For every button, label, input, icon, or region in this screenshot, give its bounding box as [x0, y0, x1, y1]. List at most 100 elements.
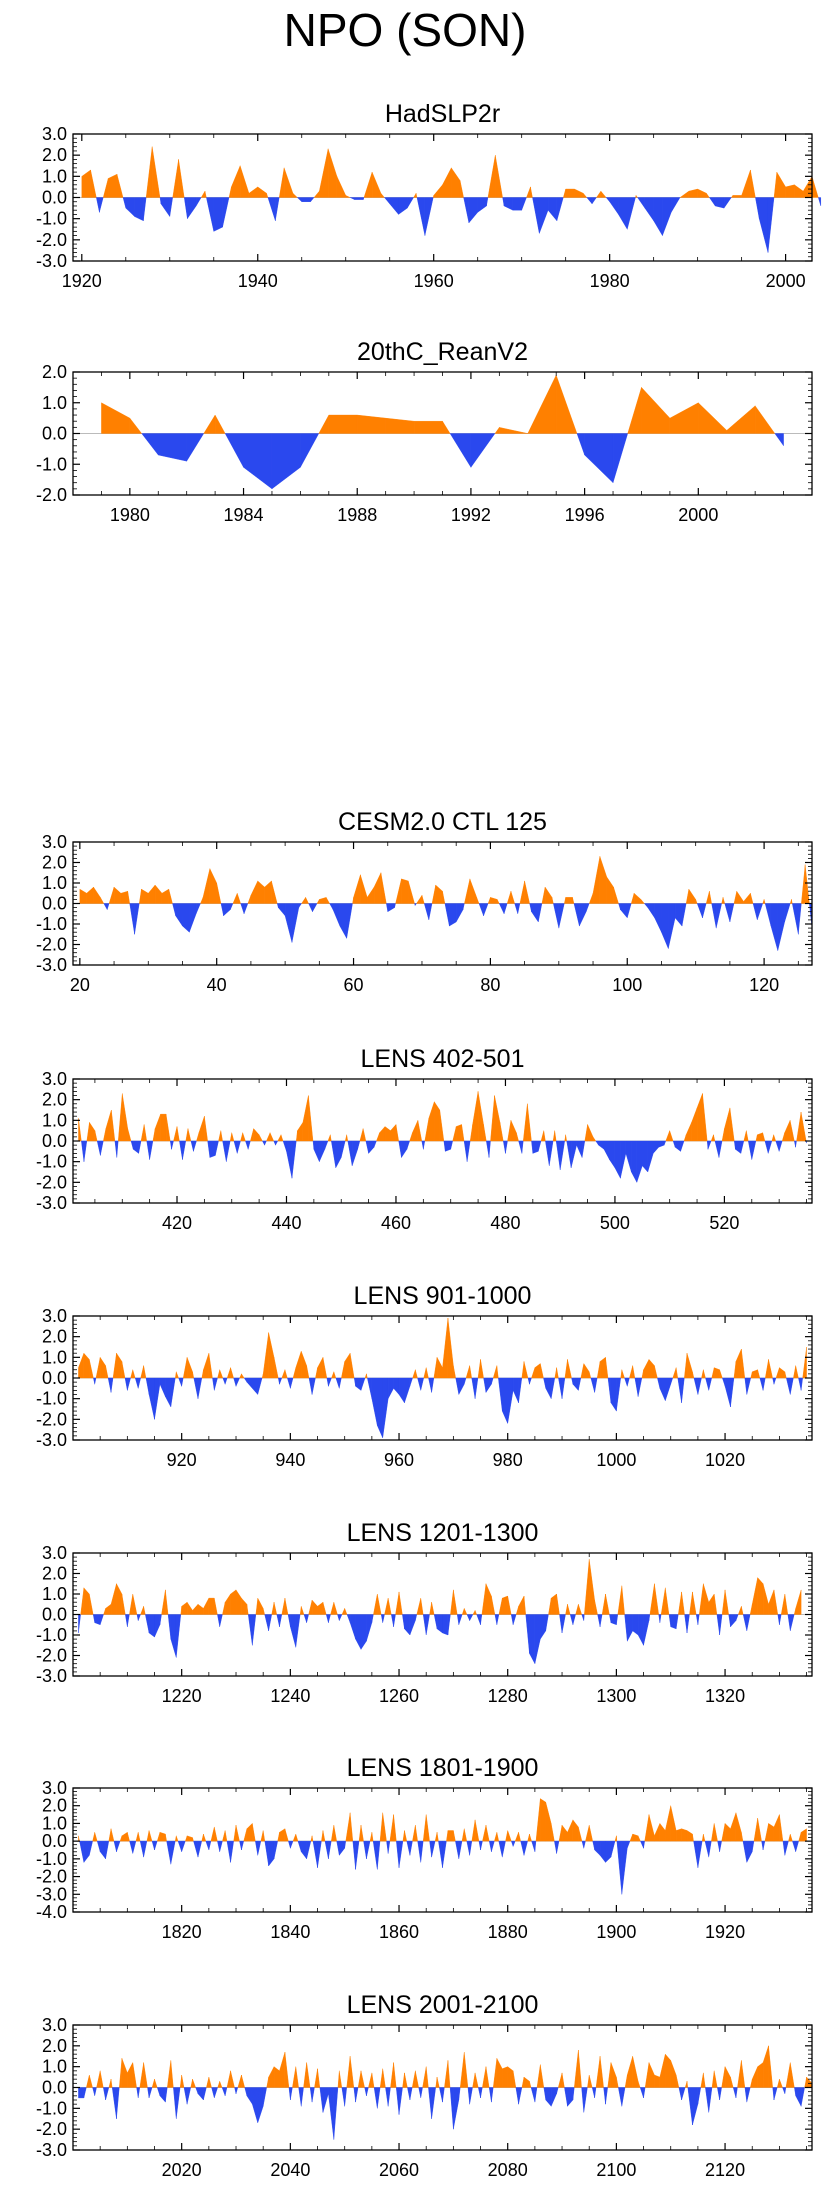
negative-area	[609, 1614, 612, 1623]
negative-area	[175, 903, 183, 927]
positive-area	[644, 1814, 650, 1842]
page-title: NPO (SON)	[283, 4, 527, 56]
negative-area	[125, 197, 135, 218]
negative-area	[373, 1140, 377, 1148]
positive-area	[83, 1352, 90, 1379]
negative-area	[341, 2087, 345, 2107]
positive-area	[242, 1132, 246, 1142]
negative-area	[273, 1140, 276, 1146]
negative-area	[371, 1377, 378, 1426]
y-tick-label: 0.0	[42, 894, 67, 914]
positive-area	[186, 1601, 193, 1615]
positive-area	[575, 1604, 579, 1615]
positive-area	[459, 2052, 465, 2088]
positive-area	[464, 878, 471, 904]
positive-area	[580, 1363, 584, 1379]
y-tick-label: 2.0	[42, 1796, 67, 1816]
positive-area	[363, 172, 373, 198]
positive-area	[257, 186, 267, 198]
negative-area	[447, 1614, 451, 1636]
positive-area	[317, 1357, 324, 1379]
negative-area	[742, 1840, 747, 1863]
negative-area	[644, 197, 654, 222]
positive-area	[775, 1367, 780, 1379]
positive-area	[415, 2070, 419, 2088]
positive-area	[692, 1834, 694, 1842]
negative-area	[770, 903, 778, 951]
positive-area	[246, 1822, 253, 1842]
negative-area	[246, 2087, 253, 2105]
negative-area	[159, 1614, 162, 1625]
positive-area	[722, 897, 726, 904]
negative-area	[148, 2087, 153, 2098]
negative-area	[550, 1377, 556, 1399]
negative-area	[226, 1840, 231, 1863]
negative-area	[583, 2087, 588, 2113]
positive-area	[393, 1814, 397, 1842]
negative-area	[105, 1840, 110, 1859]
negative-area	[532, 197, 540, 234]
positive-area	[780, 1593, 786, 1615]
negative-area	[130, 1140, 134, 1150]
negative-area	[169, 197, 173, 217]
positive-area	[574, 2049, 579, 2088]
positive-area	[507, 1596, 512, 1615]
y-tick-label: 1.0	[42, 1584, 67, 1604]
y-tick-label: -3.0	[36, 1884, 67, 1904]
negative-area	[226, 1140, 231, 1162]
negative-area	[610, 1614, 617, 1626]
negative-area	[653, 1140, 659, 1154]
negative-area	[491, 2087, 494, 2103]
positive-area	[491, 1596, 496, 1615]
positive-area	[796, 1112, 802, 1142]
negative-area	[764, 1140, 769, 1154]
x-tick-label: 2000	[678, 505, 718, 525]
positive-area	[402, 1830, 405, 1842]
negative-area	[386, 1840, 389, 1854]
negative-area	[425, 1614, 430, 1636]
positive-area	[472, 2072, 476, 2088]
positive-area	[572, 1819, 579, 1842]
negative-area	[301, 2087, 304, 2107]
positive-area	[226, 1367, 231, 1379]
positive-area	[200, 190, 206, 198]
negative-area	[625, 1140, 632, 1173]
positive-area	[567, 1359, 572, 1379]
negative-area	[768, 1140, 773, 1154]
positive-area	[273, 1357, 279, 1379]
positive-area	[208, 1353, 213, 1379]
positive-area	[367, 886, 375, 904]
negative-area	[328, 2087, 335, 2140]
positive-area	[776, 2079, 780, 2088]
positive-area	[749, 2079, 753, 2088]
positive-area	[116, 1583, 123, 1615]
positive-area	[266, 1132, 271, 1142]
positive-area	[510, 1120, 517, 1142]
positive-area	[436, 1357, 443, 1379]
positive-area	[262, 1830, 266, 1842]
negative-area	[695, 1614, 699, 1625]
negative-area	[714, 1140, 720, 1158]
positive-area	[686, 2081, 689, 2088]
negative-area	[561, 1614, 566, 1633]
positive-area	[648, 1358, 655, 1379]
positive-area	[127, 1832, 130, 1842]
negative-area	[521, 1140, 524, 1154]
positive-area	[453, 1830, 456, 1842]
negative-area	[605, 2087, 608, 2105]
negative-area	[355, 1377, 362, 1391]
negative-area	[262, 2087, 267, 2107]
negative-area	[247, 1140, 251, 1150]
positive-area	[390, 1123, 397, 1142]
negative-area	[324, 1840, 329, 1859]
positive-area	[192, 1837, 194, 1842]
negative-area	[138, 1140, 142, 1154]
negative-area	[724, 1377, 731, 1407]
negative-area	[442, 1840, 447, 1868]
positive-area	[741, 1349, 746, 1379]
positive-area	[675, 1367, 678, 1379]
negative-area	[794, 2087, 796, 2096]
negative-area	[486, 197, 489, 207]
negative-area	[116, 1140, 119, 1158]
